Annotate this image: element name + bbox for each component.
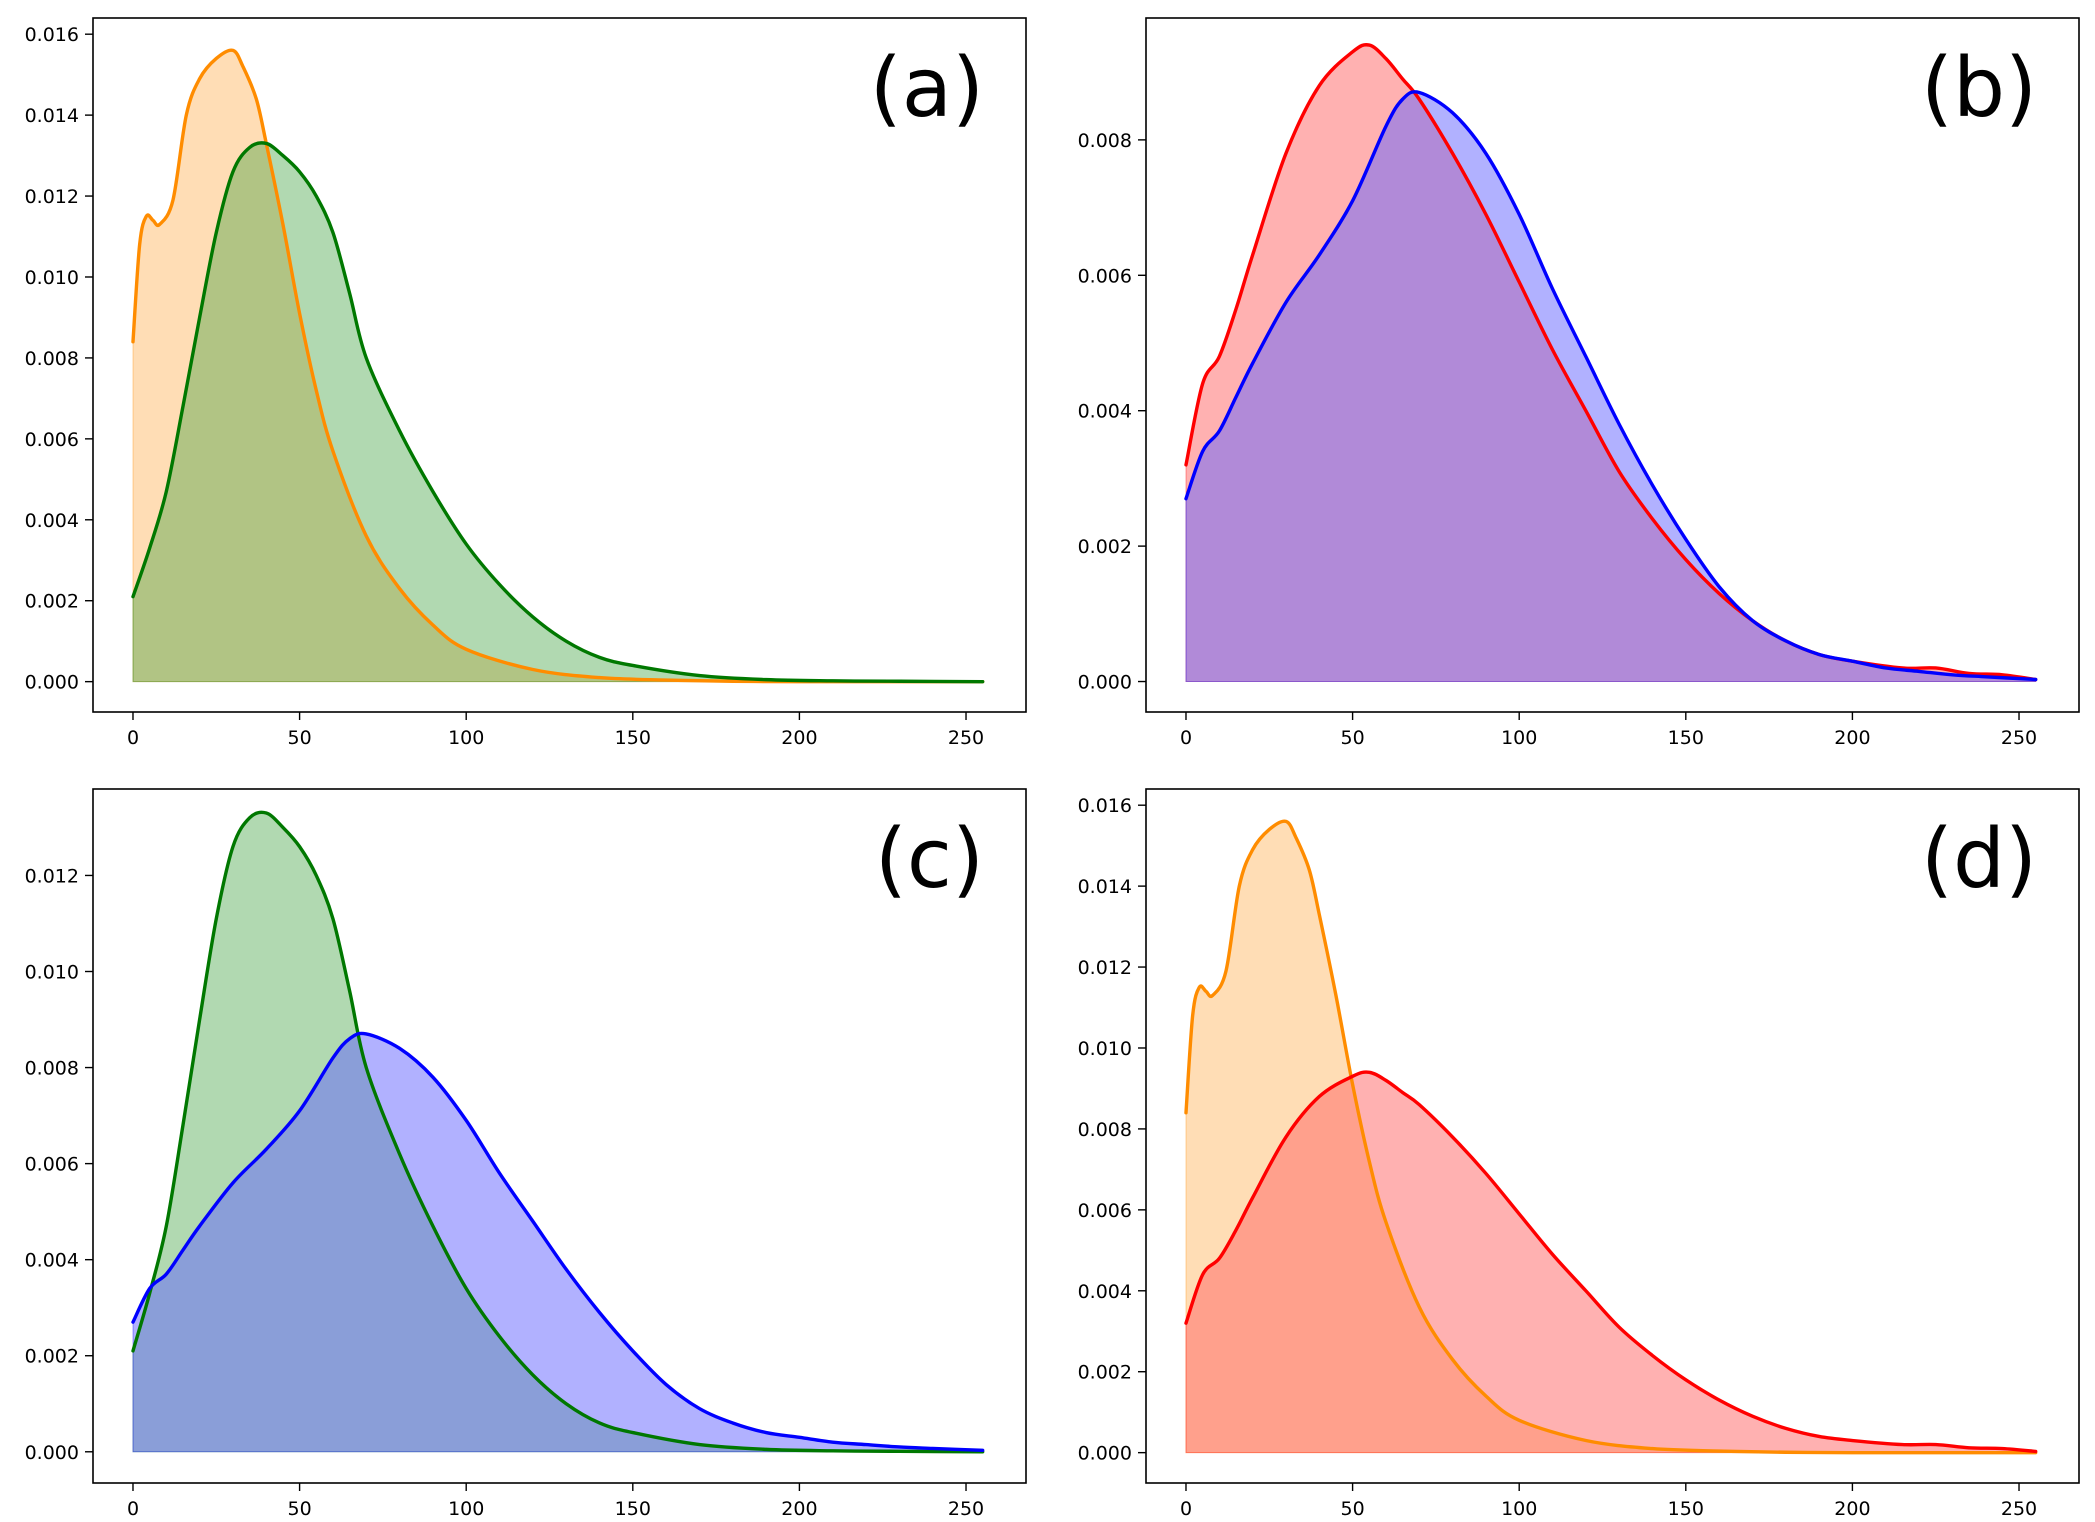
y-tick-label: 0.006 (1078, 265, 1132, 287)
series-line-orange (131, 48, 985, 684)
x-tick-label: 250 (948, 727, 984, 749)
axes-frame (1145, 788, 2080, 1484)
y-tick-label: 0.006 (25, 1154, 79, 1176)
series-line-green (131, 141, 985, 684)
y-tick-label: 0.008 (1078, 130, 1132, 152)
x-tick-label: 50 (1340, 727, 1364, 749)
panel-a: 0 50 100 150 200 250 0.000 0.002 0.004 0.006 0.008… (25, 17, 1027, 749)
x-tick-label: 100 (448, 1498, 484, 1520)
y-tick-label: 0.000 (25, 672, 79, 694)
x-tick-label: 0 (1180, 1498, 1192, 1520)
panel-label: (a) (870, 41, 984, 136)
y-tick-label: 0.000 (25, 1442, 79, 1464)
series-line-red (1184, 1070, 2038, 1454)
y-tick-label: 0.002 (25, 591, 79, 613)
x-tick-label: 250 (2001, 727, 2037, 749)
panel-d: 0 50 100 150 200 250 0.000 0.002 0.004 0.006 0.008… (1078, 788, 2080, 1520)
y-tick-label: 0.002 (25, 1346, 79, 1368)
panel-label: (c) (875, 812, 984, 907)
panel-c: 0 50 100 150 200 250 0.000 0.002 0.004 0.006 0.008… (25, 788, 1027, 1520)
y-tick-label: 0.000 (1078, 1443, 1132, 1465)
y-tick-label: 0.004 (25, 1250, 79, 1272)
series-fill-green (132, 142, 983, 683)
x-tick-label: 150 (1668, 727, 1704, 749)
panel-label: (d) (1921, 812, 2037, 907)
x-tick-label: 100 (1501, 727, 1537, 749)
x-tick-label: 0 (1180, 727, 1192, 749)
y-tick-label: 0.004 (1078, 1281, 1132, 1303)
y-tick-label: 0.012 (25, 186, 79, 208)
series-line-blue (1184, 90, 2038, 682)
y-tick-label: 0.012 (25, 865, 79, 887)
y-tick-label: 0.002 (1078, 1362, 1132, 1384)
x-tick-label: 100 (1501, 1498, 1537, 1520)
y-tick-label: 0.008 (1078, 1119, 1132, 1141)
y-tick-label: 0.010 (1078, 1038, 1132, 1060)
y-tick-label: 0.012 (1078, 957, 1132, 979)
x-tick-label: 200 (781, 727, 817, 749)
axes-frame (1145, 17, 2080, 713)
axes-frame (92, 788, 1027, 1484)
x-tick-label: 150 (615, 727, 651, 749)
y-tick-label: 0.008 (25, 348, 79, 370)
x-tick-label: 50 (287, 727, 311, 749)
axes-frame (92, 17, 1027, 713)
y-tick-label: 0.004 (1078, 401, 1132, 423)
x-tick-label: 150 (615, 1498, 651, 1520)
x-tick-label: 250 (2001, 1498, 2037, 1520)
y-tick-label: 0.006 (25, 429, 79, 451)
panel-b: 0 50 100 150 200 250 0.000 0.002 0.004 0.006 0.008… (1078, 17, 2080, 749)
series-line-blue (131, 1031, 985, 1453)
x-tick-label: 200 (1834, 1498, 1870, 1520)
series-fill-red (1185, 1071, 2037, 1454)
y-tick-label: 0.010 (25, 962, 79, 984)
y-tick-label: 0.010 (25, 267, 79, 289)
y-tick-label: 0.006 (1078, 1200, 1132, 1222)
x-tick-label: 0 (127, 727, 139, 749)
x-tick-label: 150 (1668, 1498, 1704, 1520)
x-tick-label: 0 (127, 1498, 139, 1520)
series-line-green (131, 810, 985, 1454)
y-tick-label: 0.002 (1078, 536, 1132, 558)
x-tick-label: 50 (287, 1498, 311, 1520)
series-line-orange (1184, 819, 2038, 1455)
x-tick-label: 250 (948, 1498, 984, 1520)
panel-label: (b) (1921, 41, 2037, 136)
x-tick-label: 100 (448, 727, 484, 749)
y-tick-label: 0.014 (25, 105, 79, 127)
y-tick-label: 0.016 (1078, 795, 1132, 817)
y-tick-label: 0.016 (25, 24, 79, 46)
y-tick-label: 0.014 (1078, 876, 1132, 898)
x-tick-label: 50 (1340, 1498, 1364, 1520)
x-tick-label: 200 (781, 1498, 817, 1520)
y-tick-label: 0.008 (25, 1058, 79, 1080)
y-tick-label: 0.000 (1078, 672, 1132, 694)
y-tick-label: 0.004 (25, 510, 79, 532)
x-tick-label: 200 (1834, 727, 1870, 749)
